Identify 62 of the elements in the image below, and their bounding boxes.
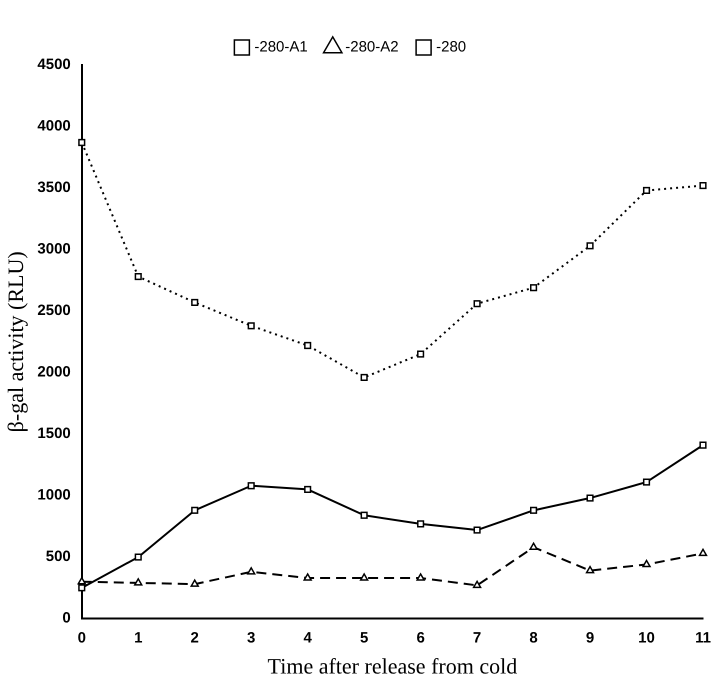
point <box>360 512 368 519</box>
point <box>529 542 538 550</box>
y-tick-label: 0 <box>62 610 71 627</box>
y-tick-label: 1500 <box>37 425 71 442</box>
y-tick-label: 2500 <box>37 302 71 320</box>
point <box>78 138 86 146</box>
x-tick-label: 6 <box>416 630 425 647</box>
point <box>474 526 481 534</box>
y-tick-label: 4000 <box>37 118 71 135</box>
point <box>642 560 651 568</box>
legend-label: -280-A1 <box>254 38 308 56</box>
point <box>699 442 707 449</box>
y-tick-label: 3500 <box>37 179 71 196</box>
y-axis-title: β-gal activity (RLU) <box>2 251 28 432</box>
point <box>530 284 538 292</box>
x-tick-label: 5 <box>360 630 368 647</box>
y-tick-label: 500 <box>46 548 71 566</box>
point <box>190 579 199 587</box>
point <box>78 584 86 592</box>
point <box>134 554 142 561</box>
x-tick-label: 11 <box>695 630 711 647</box>
point <box>530 506 538 514</box>
point <box>304 342 312 350</box>
point <box>134 578 142 586</box>
point <box>417 350 424 358</box>
point <box>416 573 425 581</box>
point <box>134 273 142 280</box>
legend-label: -280 <box>436 38 466 56</box>
point <box>360 573 368 581</box>
point <box>191 298 198 306</box>
point <box>246 567 256 575</box>
point <box>699 182 707 190</box>
y-tick-label: 3000 <box>37 240 71 258</box>
x-tick-label: 0 <box>78 630 86 647</box>
point <box>586 242 594 250</box>
x-tick-label: 9 <box>586 630 594 647</box>
x-tick-label: 2 <box>190 630 199 647</box>
point <box>191 506 198 514</box>
point <box>642 186 650 194</box>
point <box>360 374 368 382</box>
y-tick-label: 2000 <box>37 364 71 381</box>
point <box>303 573 312 581</box>
x-tick-label: 8 <box>529 630 538 647</box>
point <box>248 322 255 330</box>
point <box>304 486 312 494</box>
point <box>472 580 482 588</box>
x-tick-label: 7 <box>472 630 482 647</box>
x-tick-label: 3 <box>247 630 256 647</box>
legend-label: -280-A2 <box>345 38 399 56</box>
x-tick-label: 1 <box>134 630 142 647</box>
point <box>642 478 650 486</box>
point <box>586 494 594 502</box>
y-tick-label: 4500 <box>37 56 71 74</box>
x-axis-title: Time after release from cold <box>268 654 518 679</box>
x-tick-label: 10 <box>638 630 655 647</box>
point <box>248 482 255 490</box>
point <box>417 520 424 528</box>
point <box>698 548 708 556</box>
point <box>474 300 481 308</box>
point <box>586 566 594 574</box>
y-tick-label: 1000 <box>37 486 71 504</box>
x-tick-label: 4 <box>304 630 312 647</box>
